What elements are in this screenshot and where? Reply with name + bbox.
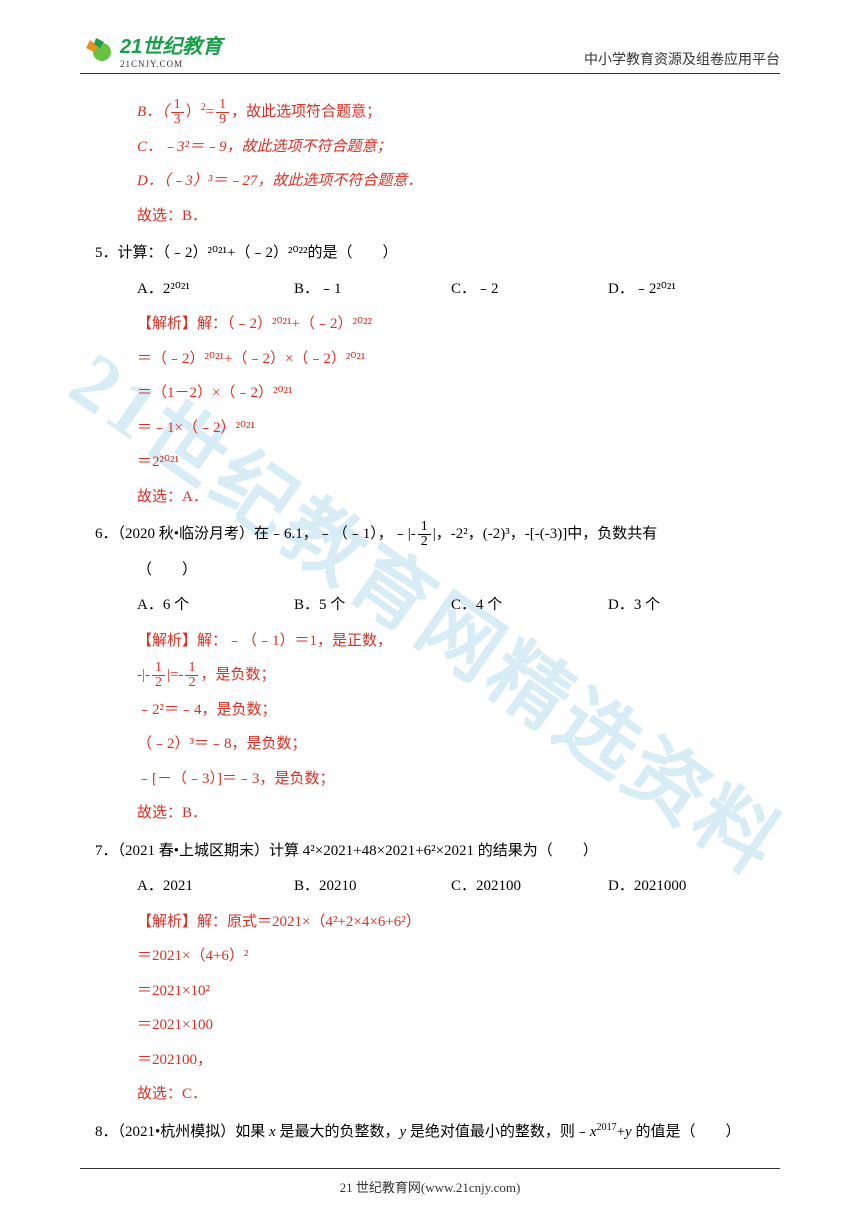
q6-answer: 故选：B． [95, 798, 765, 830]
numerator: 1 [185, 661, 198, 676]
denominator: 2 [418, 535, 431, 549]
q5-sol1: 【解析】解：（﹣2）²⁰²¹+（﹣2）²⁰²² [95, 309, 765, 341]
q6-opt-a: A．6 个 [137, 590, 294, 622]
q8-stem: 8．（2021•杭州模拟）如果 x 是最大的负整数， y 是绝对值最小的整数，则﹣… [95, 1117, 765, 1149]
denominator: 2 [152, 676, 165, 690]
q5-sol4: ＝﹣1×（﹣2）²⁰²¹ [95, 413, 765, 445]
q5-sol3: ＝（1－2）×（﹣2）²⁰²¹ [95, 378, 765, 410]
text: ，故此选项符合题意； [231, 104, 381, 120]
denominator: 3 [171, 113, 184, 127]
q6-sol3: ﹣2²＝﹣4，是负数； [95, 695, 765, 727]
page-footer: 21 世纪教育网(www.21cnjy.com) [80, 1168, 780, 1196]
q7-stem: 7．（2021 春•上城区期末）计算 4²×2021+48×2021+6²×20… [95, 836, 765, 868]
text: 是最大的负整数， [276, 1124, 400, 1140]
logo-text: 21世纪教育 21CNJY.COM [120, 30, 222, 69]
q5-opt-a: A．2²⁰²¹ [137, 274, 294, 306]
q5-opt-d: D．﹣2²⁰²¹ [608, 274, 765, 306]
logo: 21世纪教育 21CNJY.COM [80, 30, 222, 69]
q6-sol5: ﹣[－（﹣3）]＝﹣3，是负数； [95, 764, 765, 796]
fraction: 12 [418, 520, 431, 549]
q5-sol2: ＝（﹣2）²⁰²¹+（﹣2）×（﹣2）²⁰²¹ [95, 344, 765, 376]
var-y: y [625, 1124, 632, 1140]
fraction: 13 [171, 98, 184, 127]
text: ，是负数； [200, 667, 275, 683]
q6-sol1: 【解析】解：﹣（﹣1）＝1，是正数， [95, 626, 765, 658]
text: = [206, 104, 214, 120]
text: 8．（2021•杭州模拟）如果 [95, 1124, 269, 1140]
q6-sol4: （﹣2）³＝﹣8，是负数； [95, 729, 765, 761]
q5-opt-c: C．﹣2 [451, 274, 608, 306]
text: 的值是（ ） [632, 1124, 741, 1140]
q4-opt-d: D．（﹣3）³＝﹣27，故此选项不符合题意． [95, 166, 765, 198]
numerator: 1 [216, 98, 229, 113]
logo-url: 21CNJY.COM [120, 59, 222, 69]
q4-opt-c: C．﹣3²＝﹣9，故此选项不符合题意； [95, 132, 765, 164]
text: |=- [167, 667, 183, 683]
q7-opt-a: A．2021 [137, 871, 294, 903]
fraction: 12 [185, 661, 198, 690]
q5-sol5: ＝2²⁰²¹ [95, 447, 765, 479]
q7-sol1: 【解析】解：原式＝2021×（4²+2×4×6+6²） [95, 907, 765, 939]
q7-opt-d: D．2021000 [608, 871, 765, 903]
denominator: 2 [185, 676, 198, 690]
logo-icon [80, 32, 116, 68]
var-x: x [590, 1124, 597, 1140]
exponent: 2017 [597, 1122, 617, 1133]
header-subtitle: 中小学教育资源及组卷应用平台 [584, 49, 780, 69]
q7-sol4: ＝2021×100 [95, 1010, 765, 1042]
text: 6．（2020 秋•临汾月考）在﹣6.1，﹣（﹣1），﹣|- [95, 526, 416, 542]
var-x: x [269, 1124, 276, 1140]
text: 是绝对值最小的整数，则﹣ [406, 1124, 590, 1140]
q7-options: A．2021 B．20210 C．202100 D．2021000 [95, 871, 765, 903]
q7-sol2: ＝2021×（4+6）² [95, 941, 765, 973]
q7-opt-c: C．202100 [451, 871, 608, 903]
text: ） [186, 104, 201, 120]
content: B．（13）2=19，故此选项符合题意； C．﹣3²＝﹣9，故此选项不符合题意；… [0, 74, 860, 1148]
q7-answer: 故选：C． [95, 1079, 765, 1111]
q7-sol3: ＝2021×10² [95, 976, 765, 1008]
q4-answer: 故选：B． [95, 201, 765, 233]
q6-stem: 6．（2020 秋•临汾月考）在﹣6.1，﹣（﹣1），﹣|-12|，-2²，(-… [95, 519, 765, 551]
q6-paren: （ ） [95, 555, 765, 587]
q6-opt-d: D．3 个 [608, 590, 765, 622]
q6-options: A．6 个 B．5 个 C．4 个 D．3 个 [95, 590, 765, 622]
fraction: 19 [216, 98, 229, 127]
q6-sol2: -|-12|=-12，是负数； [95, 660, 765, 692]
q4-opt-b: B．（13）2=19，故此选项符合题意； [95, 97, 765, 129]
q7-sol5: ＝202100， [95, 1045, 765, 1077]
text: |，-2²，(-2)³，-[-(-3)]中，负数共有 [433, 526, 657, 542]
q6-opt-b: B．5 个 [294, 590, 451, 622]
text: + [617, 1124, 625, 1140]
logo-main: 21世纪教育 [120, 30, 222, 59]
q5-answer: 故选：A． [95, 482, 765, 514]
q5-opt-b: B．﹣1 [294, 274, 451, 306]
q5-options: A．2²⁰²¹ B．﹣1 C．﹣2 D．﹣2²⁰²¹ [95, 274, 765, 306]
denominator: 9 [216, 113, 229, 127]
page-header: 21世纪教育 21CNJY.COM 中小学教育资源及组卷应用平台 [80, 0, 780, 74]
q6-opt-c: C．4 个 [451, 590, 608, 622]
fraction: 12 [152, 661, 165, 690]
text: B．（ [137, 104, 169, 120]
q7-opt-b: B．20210 [294, 871, 451, 903]
q5-stem: 5．计算：（﹣2）²⁰²¹+（﹣2）²⁰²²的是（ ） [95, 238, 765, 270]
text: -|- [137, 667, 150, 683]
numerator: 1 [152, 661, 165, 676]
numerator: 1 [171, 98, 184, 113]
numerator: 1 [418, 520, 431, 535]
